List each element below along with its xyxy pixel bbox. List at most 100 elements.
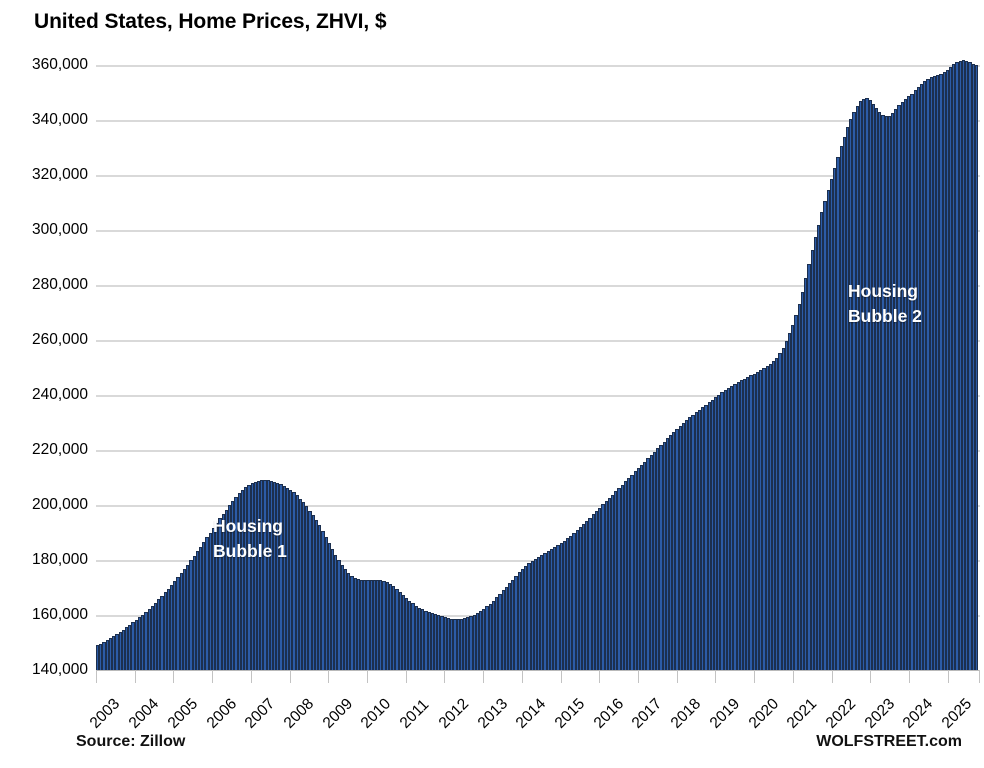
bar bbox=[514, 575, 518, 670]
bar bbox=[359, 580, 364, 670]
bar bbox=[907, 96, 911, 670]
bar bbox=[932, 76, 937, 670]
bar bbox=[878, 112, 882, 670]
annotation-line: Housing bbox=[848, 281, 918, 301]
bar bbox=[237, 493, 241, 670]
bar bbox=[607, 497, 611, 670]
bar bbox=[636, 468, 640, 670]
y-axis-tick-label: 300,000 bbox=[31, 221, 88, 238]
bar bbox=[343, 569, 348, 670]
x-axis-tick bbox=[173, 670, 175, 683]
bar bbox=[900, 101, 904, 670]
bar bbox=[559, 542, 563, 670]
bar bbox=[630, 474, 634, 670]
bar bbox=[565, 538, 570, 670]
x-axis-line bbox=[96, 670, 980, 671]
x-axis-tick-label: 2004 bbox=[125, 695, 163, 732]
x-axis-tick-label: 2008 bbox=[280, 695, 318, 732]
bar bbox=[427, 611, 431, 670]
bar bbox=[874, 108, 879, 670]
bar bbox=[524, 566, 528, 670]
x-axis-tick bbox=[831, 670, 833, 683]
bar bbox=[749, 375, 753, 670]
bar bbox=[694, 412, 698, 670]
bar bbox=[321, 530, 325, 670]
x-axis-tick bbox=[367, 670, 368, 683]
bar bbox=[208, 532, 212, 670]
bar bbox=[475, 613, 480, 670]
gridline bbox=[96, 230, 980, 232]
x-axis-tick-label: 2007 bbox=[241, 695, 279, 732]
bar bbox=[643, 461, 647, 670]
bar bbox=[240, 489, 245, 670]
bar bbox=[218, 518, 222, 670]
bar bbox=[742, 378, 747, 670]
x-axis-tick-label: 2005 bbox=[164, 695, 201, 732]
bar bbox=[739, 380, 743, 670]
bar bbox=[147, 608, 151, 670]
x-axis-tick bbox=[483, 670, 485, 683]
x-axis-tick bbox=[754, 670, 756, 683]
bar bbox=[849, 118, 853, 670]
bar bbox=[920, 83, 924, 670]
bar bbox=[710, 399, 714, 670]
bar bbox=[543, 552, 547, 670]
x-axis-tick-label: 2016 bbox=[590, 695, 627, 732]
site-credit: WOLFSTREET.com bbox=[816, 733, 962, 750]
bar bbox=[141, 614, 145, 670]
bar bbox=[659, 445, 663, 670]
bar bbox=[614, 491, 618, 670]
bar bbox=[388, 583, 393, 670]
x-axis-tick-label: 2018 bbox=[667, 695, 705, 732]
bar bbox=[620, 484, 624, 670]
bar bbox=[443, 617, 447, 670]
bar bbox=[385, 582, 389, 670]
bar bbox=[340, 564, 344, 670]
bar bbox=[855, 105, 859, 670]
y-axis-tick-label: 280,000 bbox=[31, 276, 88, 293]
bar bbox=[894, 109, 898, 670]
bar bbox=[852, 111, 856, 670]
bar bbox=[469, 616, 473, 670]
gridline bbox=[96, 340, 980, 342]
bar bbox=[948, 67, 953, 670]
bar bbox=[807, 264, 811, 670]
y-axis-tick-label: 180,000 bbox=[31, 551, 88, 568]
bar bbox=[417, 607, 422, 670]
bar bbox=[562, 540, 566, 670]
bar bbox=[118, 631, 122, 670]
bar bbox=[810, 250, 814, 670]
bar bbox=[314, 520, 319, 670]
bar bbox=[633, 471, 637, 670]
bar bbox=[681, 422, 686, 670]
bar bbox=[533, 558, 537, 670]
bar bbox=[971, 63, 975, 670]
bar bbox=[253, 481, 257, 670]
bar-series bbox=[96, 60, 980, 670]
y-axis-tick-label: 360,000 bbox=[31, 56, 88, 73]
bar bbox=[527, 563, 531, 670]
bar bbox=[726, 387, 731, 670]
bar bbox=[762, 368, 766, 670]
bar bbox=[704, 404, 708, 670]
bar bbox=[611, 494, 615, 670]
bar bbox=[421, 609, 425, 670]
bar bbox=[295, 495, 299, 670]
bar bbox=[459, 618, 463, 670]
bar bbox=[424, 610, 428, 670]
annotation-housing-bubble-1: Housing Bubble 1 bbox=[213, 514, 287, 565]
y-axis-tick-label: 240,000 bbox=[31, 386, 88, 403]
bar bbox=[446, 618, 451, 670]
bar bbox=[179, 573, 183, 670]
bar bbox=[437, 615, 441, 670]
x-axis-tick bbox=[444, 670, 446, 683]
bar bbox=[379, 579, 383, 670]
bar bbox=[871, 104, 875, 670]
x-axis-tick bbox=[676, 670, 678, 683]
bar bbox=[266, 480, 270, 670]
bar bbox=[202, 541, 206, 670]
bar bbox=[350, 575, 354, 670]
bar bbox=[836, 156, 840, 670]
x-axis-tick-label: 2024 bbox=[900, 695, 937, 732]
bar bbox=[195, 551, 199, 670]
